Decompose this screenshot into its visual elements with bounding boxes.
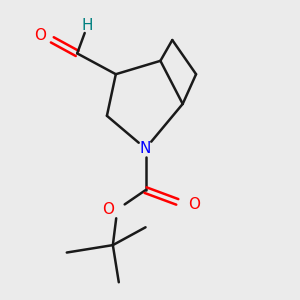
Text: O: O (34, 28, 46, 43)
Text: N: N (140, 141, 151, 156)
Text: H: H (82, 18, 93, 33)
Text: O: O (189, 197, 201, 212)
Text: O: O (102, 202, 114, 217)
